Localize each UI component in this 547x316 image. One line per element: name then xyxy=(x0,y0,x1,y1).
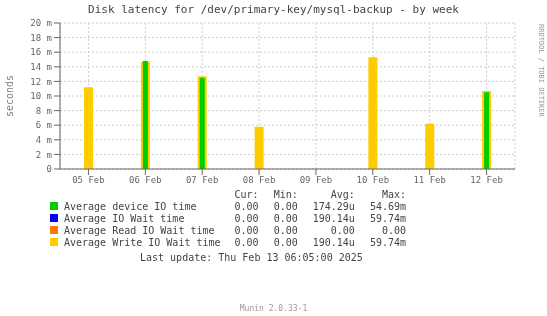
html-text:59.74m: 59.74m xyxy=(369,237,406,248)
html-text:Disk latency for /dev/primary-: Disk latency for /dev/primary-key/mysql-… xyxy=(88,3,459,16)
html-text:Avg:: Avg: xyxy=(330,189,355,200)
svg-text:4 m: 4 m xyxy=(36,135,52,145)
html-text:Max:: Max: xyxy=(381,189,406,200)
html-text:Average device IO time: Average device IO time xyxy=(64,201,197,212)
html-text:Last update: Thu Feb 13 06:05:: Last update: Thu Feb 13 06:05:00 2025 xyxy=(140,252,363,263)
svg-text:12 m: 12 m xyxy=(30,77,52,87)
html-text:0.00: 0.00 xyxy=(273,237,298,248)
svg-text:0: 0 xyxy=(47,164,52,174)
html-text:0.00: 0.00 xyxy=(234,201,259,212)
html-text:0.00: 0.00 xyxy=(381,225,406,236)
svg-text:6 m: 6 m xyxy=(36,120,52,130)
html-text:0.00: 0.00 xyxy=(273,213,298,224)
svg-text:8 m: 8 m xyxy=(36,106,52,116)
html-text:0.00: 0.00 xyxy=(234,225,259,236)
svg-text:seconds: seconds xyxy=(8,75,15,117)
svg-text:05 Feb: 05 Feb xyxy=(72,175,105,185)
svg-text:16 m: 16 m xyxy=(30,47,52,57)
html-text:Average Read IO Wait time: Average Read IO Wait time xyxy=(64,225,215,236)
html-text:Average Write IO Wait time: Average Write IO Wait time xyxy=(64,237,221,248)
svg-text:10 m: 10 m xyxy=(30,91,52,101)
svg-text:20 m: 20 m xyxy=(30,18,52,28)
svg-text:12 Feb: 12 Feb xyxy=(470,175,503,185)
html-text:0.00: 0.00 xyxy=(234,213,259,224)
html-text:Min:: Min: xyxy=(273,189,298,200)
svg-text:2 m: 2 m xyxy=(36,150,52,160)
svg-text:11 Feb: 11 Feb xyxy=(413,175,446,185)
html-text:190.14u: 190.14u xyxy=(312,213,355,224)
html-text:0.00: 0.00 xyxy=(234,237,259,248)
svg-text:10 Feb: 10 Feb xyxy=(357,175,390,185)
html-text:0.00: 0.00 xyxy=(273,201,298,212)
html-text:Average IO Wait time: Average IO Wait time xyxy=(64,213,185,224)
html-text:0.00: 0.00 xyxy=(330,225,355,236)
html-text:RRDTOOL / TOBI OETIKER: RRDTOOL / TOBI OETIKER xyxy=(537,24,545,117)
svg-text:08 Feb: 08 Feb xyxy=(243,175,276,185)
html-text:Munin 2.0.33-1: Munin 2.0.33-1 xyxy=(239,304,308,313)
svg-text:06 Feb: 06 Feb xyxy=(129,175,162,185)
svg-text:18 m: 18 m xyxy=(30,33,52,43)
svg-text:07 Feb: 07 Feb xyxy=(186,175,219,185)
html-text:Cur:: Cur: xyxy=(234,189,259,200)
svg-text:09 Feb: 09 Feb xyxy=(300,175,333,185)
html-text:59.74m: 59.74m xyxy=(369,213,406,224)
html-text:190.14u: 190.14u xyxy=(312,237,355,248)
html-text:54.69m: 54.69m xyxy=(369,201,406,212)
html-text:174.29u: 174.29u xyxy=(312,201,355,212)
svg-text:14 m: 14 m xyxy=(30,62,52,72)
html-text:0.00: 0.00 xyxy=(273,225,298,236)
